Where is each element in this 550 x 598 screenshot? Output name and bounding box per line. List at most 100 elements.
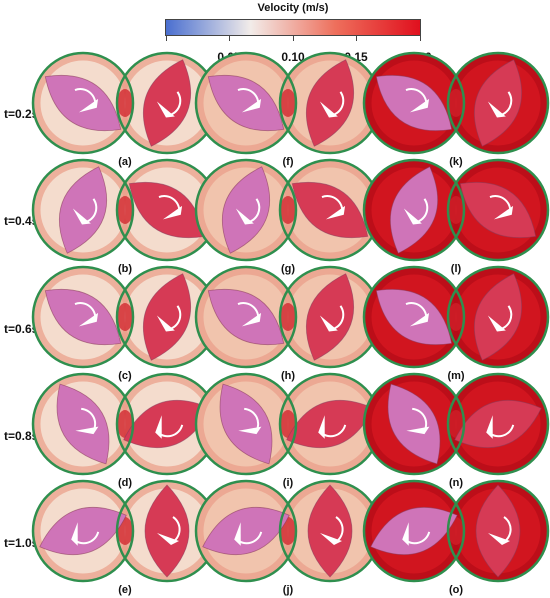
left-rotor bbox=[44, 75, 122, 131]
panel-label: (h) bbox=[280, 370, 296, 382]
casing bbox=[446, 265, 550, 369]
casing bbox=[362, 51, 466, 155]
panel-label: (g) bbox=[280, 263, 296, 275]
panel-label: (o) bbox=[448, 584, 464, 596]
rotation-arrow-icon bbox=[319, 91, 345, 118]
contour-panel bbox=[194, 479, 382, 583]
right-rotor bbox=[143, 59, 191, 147]
left-rotor bbox=[59, 166, 107, 254]
contour-panel bbox=[362, 265, 550, 369]
rotation-arrow-icon bbox=[74, 302, 99, 327]
contour-panel bbox=[194, 372, 382, 476]
right-rotor bbox=[123, 400, 211, 448]
time-label: t=0.6s bbox=[4, 322, 39, 336]
colorbar-tick-mark bbox=[356, 36, 357, 41]
contour-panel bbox=[31, 51, 219, 155]
casing bbox=[31, 479, 135, 583]
right-rotor bbox=[306, 59, 354, 147]
casing bbox=[194, 479, 298, 583]
right-rotor bbox=[291, 182, 369, 238]
right-rotor bbox=[459, 182, 537, 238]
panel-label: (e) bbox=[118, 584, 132, 596]
contour-panel bbox=[31, 372, 219, 476]
left-rotor bbox=[375, 75, 453, 131]
left-rotor bbox=[207, 75, 285, 131]
time-label: t=0.8s bbox=[4, 429, 39, 443]
panel-label: (m) bbox=[447, 370, 465, 382]
casing bbox=[446, 372, 550, 476]
rotation-arrow-icon bbox=[487, 91, 513, 118]
rotation-arrow-icon bbox=[155, 415, 184, 439]
casing bbox=[362, 479, 466, 583]
panel-label: (n) bbox=[448, 477, 464, 489]
colorbar-tick-mark bbox=[420, 36, 421, 41]
right-rotor bbox=[286, 400, 374, 448]
panel-label: (c) bbox=[118, 370, 132, 382]
rotation-arrow-icon bbox=[405, 302, 430, 327]
contour-panel bbox=[194, 158, 382, 262]
rotation-arrow-icon bbox=[234, 522, 263, 546]
casing bbox=[446, 479, 550, 583]
casing bbox=[31, 265, 135, 369]
right-rotor bbox=[143, 273, 191, 361]
rotation-arrow-icon bbox=[156, 91, 182, 118]
panel-label: (l) bbox=[450, 263, 462, 275]
colorbar-tick-mark bbox=[293, 36, 294, 41]
rotation-arrow-icon bbox=[488, 516, 512, 545]
casing bbox=[31, 158, 135, 262]
left-rotor bbox=[39, 507, 127, 555]
casing bbox=[362, 372, 466, 476]
left-rotor bbox=[207, 289, 285, 345]
colorbar-tick-label: 0.10 bbox=[281, 50, 305, 64]
rotation-arrow-icon bbox=[487, 305, 513, 332]
panel-label: (d) bbox=[117, 477, 133, 489]
right-rotor bbox=[475, 484, 521, 578]
rotation-arrow-icon bbox=[72, 198, 98, 225]
contour-panel bbox=[362, 372, 550, 476]
right-rotor bbox=[306, 273, 354, 361]
contour-panel bbox=[31, 265, 219, 369]
casing bbox=[194, 372, 298, 476]
velocity-colorbar bbox=[165, 19, 421, 36]
left-rotor bbox=[370, 507, 458, 555]
panel-label: (b) bbox=[117, 263, 133, 275]
casing bbox=[362, 265, 466, 369]
panel-label: (a) bbox=[118, 156, 132, 168]
contour-panel bbox=[31, 479, 219, 583]
right-rotor bbox=[454, 400, 542, 448]
rotation-arrow-icon bbox=[402, 522, 431, 546]
left-rotor bbox=[375, 289, 453, 345]
panel-label: (k) bbox=[449, 156, 463, 168]
contour-panel bbox=[194, 265, 382, 369]
rotation-arrow-icon bbox=[406, 407, 430, 435]
casing bbox=[446, 158, 550, 262]
rotation-arrow-icon bbox=[71, 522, 100, 546]
rotation-arrow-icon bbox=[156, 305, 182, 332]
time-label: t=0.4s bbox=[4, 214, 39, 228]
rotation-arrow-icon bbox=[238, 407, 262, 435]
left-rotor bbox=[202, 507, 290, 555]
rotation-arrow-icon bbox=[235, 198, 261, 225]
colorbar-title: Velocity (m/s) bbox=[257, 2, 329, 14]
rotation-arrow-icon bbox=[319, 305, 345, 332]
rotation-arrow-icon bbox=[403, 198, 429, 225]
contour-panel bbox=[31, 158, 219, 262]
right-rotor bbox=[474, 273, 522, 361]
panel-label: (i) bbox=[282, 477, 294, 489]
casing bbox=[31, 51, 135, 155]
left-rotor bbox=[387, 383, 441, 465]
contour-panel bbox=[362, 479, 550, 583]
time-label: t=0.2s bbox=[4, 107, 39, 121]
contour-panel bbox=[362, 158, 550, 262]
left-rotor bbox=[390, 166, 438, 254]
rotation-arrow-icon bbox=[318, 415, 347, 439]
casing bbox=[446, 51, 550, 155]
colorbar-tick-mark bbox=[229, 36, 230, 41]
colorbar-tick-mark bbox=[166, 36, 167, 41]
left-rotor bbox=[56, 383, 110, 465]
rotation-arrow-icon bbox=[75, 407, 99, 435]
panel-label: (f) bbox=[282, 156, 294, 168]
rotation-arrow-icon bbox=[237, 302, 262, 327]
